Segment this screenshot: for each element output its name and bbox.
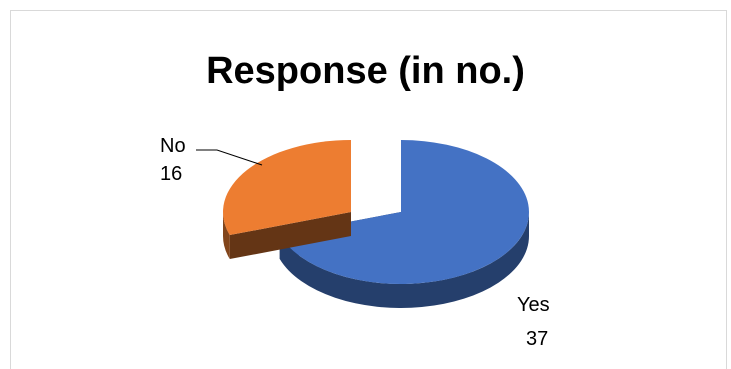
slices-layer — [222, 140, 529, 309]
label-yes-category: Yes — [517, 294, 550, 316]
slice-yes-top — [279, 140, 529, 284]
chart-title: Response (in no.) — [206, 50, 525, 92]
slice-no-side — [223, 212, 230, 260]
label-yes-value: 37 — [526, 328, 548, 350]
label-no-category: No — [160, 135, 186, 157]
slice-no-cut-face-1 — [229, 212, 351, 260]
slice-no-top — [222, 140, 351, 236]
no-label-leader-line — [196, 149, 263, 166]
chart-area — [10, 10, 727, 369]
slice-no — [222, 140, 351, 260]
label-no-value: 16 — [160, 163, 182, 185]
slice-yes-side — [279, 212, 529, 309]
